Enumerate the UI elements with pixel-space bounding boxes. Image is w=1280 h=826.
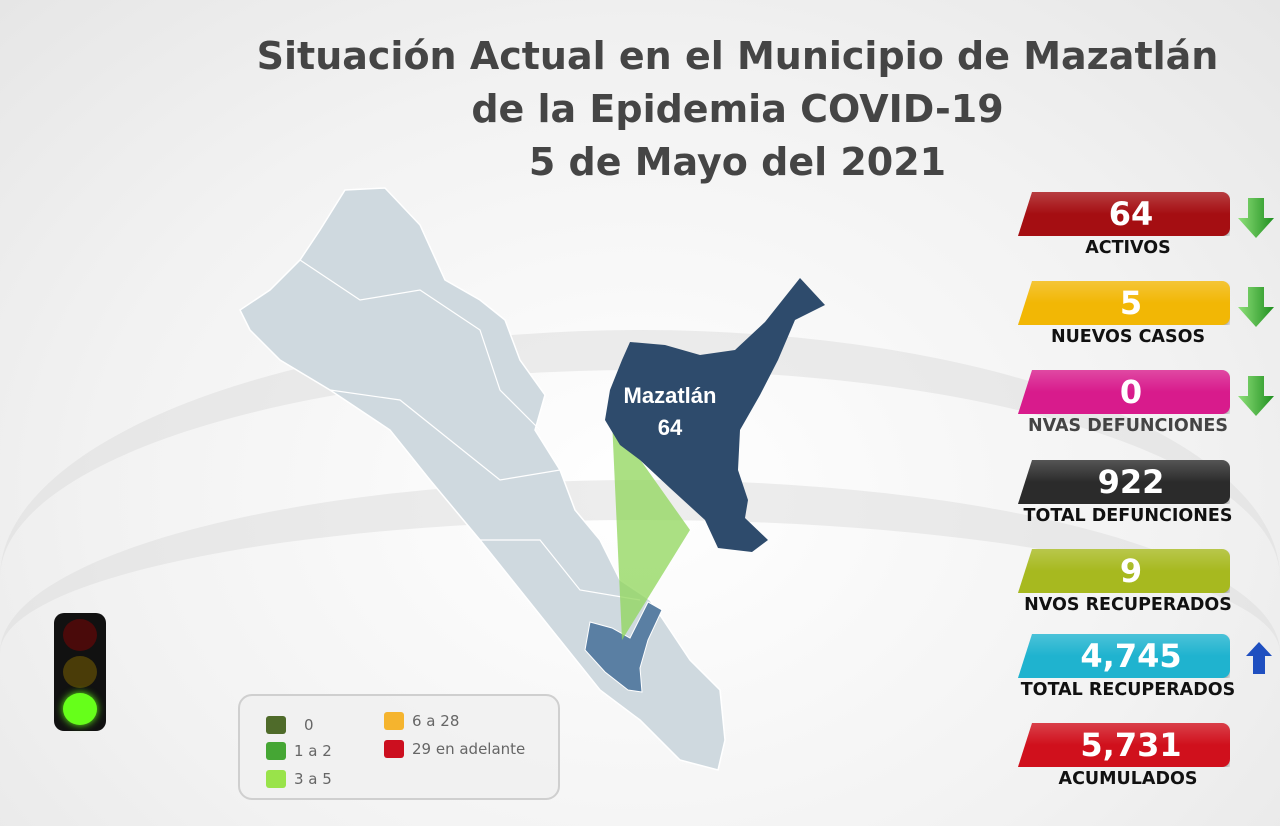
zoom-wedge <box>612 420 690 640</box>
traffic-light <box>54 613 106 731</box>
state-shape <box>239 187 726 771</box>
legend-label: 3 a 5 <box>294 770 332 788</box>
legend-label: 0 <box>304 716 314 734</box>
stat-card-acumulados: 5,731 ACUMULADOS <box>1018 723 1278 813</box>
stat-value: 64 <box>1108 195 1154 233</box>
stat-value-bar: 5,731 <box>1018 723 1230 767</box>
stat-card-nuevos-casos: 5 NUEVOS CASOS <box>1018 281 1278 371</box>
legend-swatch <box>266 742 286 760</box>
traffic-light-yellow <box>63 656 97 688</box>
title-line-2: de la Epidemia COVID-19 <box>471 87 1004 131</box>
legend-swatch <box>266 716 286 734</box>
stat-label: NVOS RECUPERADOS <box>1024 595 1232 615</box>
traffic-light-green <box>63 693 97 725</box>
stat-value-bar: 922 <box>1018 460 1230 504</box>
legend-swatch <box>266 770 286 788</box>
stat-value-bar: 9 <box>1018 549 1230 593</box>
stat-label: ACUMULADOS <box>1058 769 1198 789</box>
legend-swatch <box>384 712 404 730</box>
mazatlan-small-shape <box>584 601 663 693</box>
title-date: 5 de Mayo del 2021 <box>528 140 947 184</box>
title-line-1: Situación Actual en el Municipio de Maza… <box>256 34 1219 78</box>
stat-value: 9 <box>1119 552 1143 590</box>
stat-card-total-recuperados: 4,745 TOTAL RECUPERADOS <box>1018 634 1278 724</box>
page-title: Situación Actual en el Municipio de Maza… <box>230 30 1245 189</box>
stat-value: 4,745 <box>1080 637 1182 675</box>
map-border <box>299 259 541 431</box>
map-border <box>329 389 561 481</box>
blue-up-arrow-icon <box>1246 642 1272 674</box>
traffic-light-red <box>63 619 97 651</box>
green-down-arrow-icon <box>1238 376 1274 416</box>
stat-card-activos: 64 ACTIVOS <box>1018 192 1278 282</box>
stat-label: TOTAL RECUPERADOS <box>1020 680 1236 700</box>
municipality-value: 64 <box>658 415 683 440</box>
municipality-name: Mazatlán <box>624 383 717 408</box>
stat-value-bar: 5 <box>1018 281 1230 325</box>
mazatlan-large-shape <box>605 278 825 552</box>
stat-label: ACTIVOS <box>1085 238 1171 258</box>
legend-label: 1 a 2 <box>294 742 332 760</box>
stat-value: 922 <box>1097 463 1165 501</box>
sinaloa-map: Mazatlán 64 <box>239 187 825 771</box>
map-border <box>480 539 641 601</box>
stat-label: TOTAL DEFUNCIONES <box>1023 506 1233 526</box>
legend-label: 6 a 28 <box>412 712 460 730</box>
stat-card-total-defunciones: 922 TOTAL DEFUNCIONES <box>1018 460 1278 550</box>
legend-label: 29 en adelante <box>412 740 526 758</box>
legend: 0 1 a 2 3 a 5 6 a 28 29 en adelante <box>238 694 560 800</box>
stat-card-nvos-recuperados: 9 NVOS RECUPERADOS <box>1018 549 1278 639</box>
stat-value: 5 <box>1119 284 1143 322</box>
green-down-arrow-icon <box>1238 287 1274 327</box>
stat-label: NUEVOS CASOS <box>1050 327 1206 347</box>
stat-value: 0 <box>1119 373 1143 411</box>
green-down-arrow-icon <box>1238 198 1274 238</box>
stat-value-bar: 64 <box>1018 192 1230 236</box>
stat-value-bar: 0 <box>1018 370 1230 414</box>
stat-label: NVAS DEFUNCIONES <box>1028 416 1228 436</box>
stat-value: 5,731 <box>1080 726 1182 764</box>
stat-card-nvas-defunciones: 0 NVAS DEFUNCIONES <box>1018 370 1278 460</box>
legend-swatch <box>384 740 404 758</box>
stat-value-bar: 4,745 <box>1018 634 1230 678</box>
